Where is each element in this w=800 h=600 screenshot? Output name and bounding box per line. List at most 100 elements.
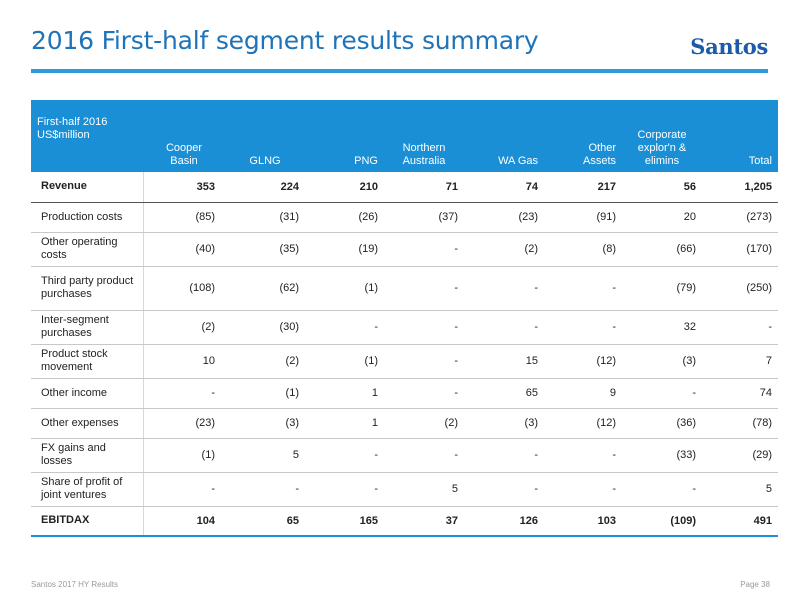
table-row: Revenue 353 224 210 71 74 217 56 1,205	[31, 172, 778, 203]
value-cell: (170)	[702, 232, 778, 267]
value-cell: -	[305, 438, 384, 473]
value-cell: 74	[464, 172, 544, 203]
value-cell: (2)	[464, 232, 544, 267]
header-period-cell: First-half 2016 US$million	[31, 100, 143, 172]
row-label: Other expenses	[31, 408, 144, 439]
value-cell: -	[225, 472, 305, 507]
value-cell: (1)	[225, 378, 305, 409]
row-label: Product stock movement	[31, 344, 144, 379]
segment-results-table-container: First-half 2016 US$million Cooper Basin …	[31, 100, 778, 537]
row-label: Production costs	[31, 202, 144, 233]
value-cell: 1	[305, 408, 384, 439]
value-cell: 103	[544, 505, 622, 537]
value-cell: (2)	[225, 344, 305, 379]
value-cell: 71	[384, 172, 464, 203]
value-cell: (40)	[143, 232, 225, 267]
value-cell: -	[384, 344, 464, 379]
table-row: Inter-segment purchases (2) (30) - - - -32-	[31, 310, 778, 345]
value-cell: (3)	[225, 408, 305, 439]
table-row: Product stock movement 10 (2) (1) -15 (12) (3)…	[31, 344, 778, 379]
value-cell: (78)	[702, 408, 778, 439]
value-cell: -	[702, 310, 778, 345]
value-cell: 7	[702, 344, 778, 379]
value-cell: (23)	[464, 202, 544, 233]
header-unit-label: US$million	[37, 129, 90, 141]
value-cell: 37	[384, 505, 464, 537]
value-cell: 1,205	[702, 172, 778, 203]
value-cell: -	[384, 310, 464, 345]
value-cell: (2)	[384, 408, 464, 439]
row-label: FX gains and losses	[31, 438, 144, 473]
value-cell: 217	[544, 172, 622, 203]
title-divider	[31, 69, 768, 73]
value-cell: 65	[225, 505, 305, 537]
value-cell: 5	[384, 472, 464, 507]
value-cell: (12)	[544, 344, 622, 379]
value-cell: -	[143, 378, 225, 409]
value-cell: (250)	[702, 266, 778, 311]
value-cell: -	[464, 472, 544, 507]
value-cell: -	[384, 266, 464, 311]
table-row: Share of profit of joint ventures - - -5- - -…	[31, 472, 778, 507]
value-cell: (66)	[622, 232, 702, 267]
header-line2: Assets	[582, 155, 616, 167]
header-png: PNG	[305, 100, 384, 172]
row-label: Third party product purchases	[31, 266, 144, 311]
page-title: 2016 First-half segment results summary	[31, 26, 539, 55]
header-line2: GLNG	[249, 155, 281, 167]
value-cell: -	[622, 378, 702, 409]
santos-logo: Santos	[690, 34, 768, 59]
row-label: Inter-segment purchases	[31, 310, 144, 345]
value-cell: (33)	[622, 438, 702, 473]
value-cell: (36)	[622, 408, 702, 439]
value-cell: (3)	[464, 408, 544, 439]
table-row: Production costs (85) (31) (26) (37) (23) (91)…	[31, 202, 778, 233]
header-glng: GLNG	[225, 100, 305, 172]
value-cell: 224	[225, 172, 305, 203]
value-cell: 74	[702, 378, 778, 409]
value-cell: 353	[143, 172, 225, 203]
value-cell: 32	[622, 310, 702, 345]
header-cooper-basin: Cooper Basin	[143, 100, 225, 172]
value-cell: (30)	[225, 310, 305, 345]
value-cell: -	[305, 472, 384, 507]
value-cell: 165	[305, 505, 384, 537]
value-cell: -	[464, 438, 544, 473]
header-line1: Northern	[402, 142, 446, 154]
value-cell: 5	[702, 472, 778, 507]
value-cell: 491	[702, 505, 778, 537]
header-line2: WA Gas	[498, 155, 538, 167]
value-cell: -	[384, 232, 464, 267]
value-cell: -	[622, 472, 702, 507]
value-cell: -	[544, 266, 622, 311]
value-cell: (108)	[143, 266, 225, 311]
header-line2: PNG	[354, 155, 378, 167]
value-cell: (85)	[143, 202, 225, 233]
value-cell: (35)	[225, 232, 305, 267]
value-cell: -	[464, 266, 544, 311]
table-row: Other expenses (23) (3) 1 (2) (3) (12) (36) (78)	[31, 408, 778, 439]
value-cell: 56	[622, 172, 702, 203]
segment-results-table: First-half 2016 US$million Cooper Basin …	[31, 100, 778, 537]
row-label: Other operating costs	[31, 232, 144, 267]
value-cell: -	[544, 310, 622, 345]
value-cell: (91)	[544, 202, 622, 233]
value-cell: 65	[464, 378, 544, 409]
header-line2: Basin	[170, 155, 198, 167]
value-cell: (29)	[702, 438, 778, 473]
header-corporate: Corporate explor'n & elimins	[622, 100, 702, 172]
row-label: Other income	[31, 378, 144, 409]
value-cell: 104	[143, 505, 225, 537]
value-cell: (26)	[305, 202, 384, 233]
header-period-label: First-half 2016	[37, 116, 108, 128]
value-cell: 210	[305, 172, 384, 203]
row-label: Revenue	[31, 172, 144, 203]
value-cell: (3)	[622, 344, 702, 379]
table-row: EBITDAX 104 65 165 37 126 103 (109) 491	[31, 505, 778, 537]
value-cell: 5	[225, 438, 305, 473]
value-cell: 10	[143, 344, 225, 379]
value-cell: (109)	[622, 505, 702, 537]
value-cell: 20	[622, 202, 702, 233]
value-cell: (2)	[143, 310, 225, 345]
